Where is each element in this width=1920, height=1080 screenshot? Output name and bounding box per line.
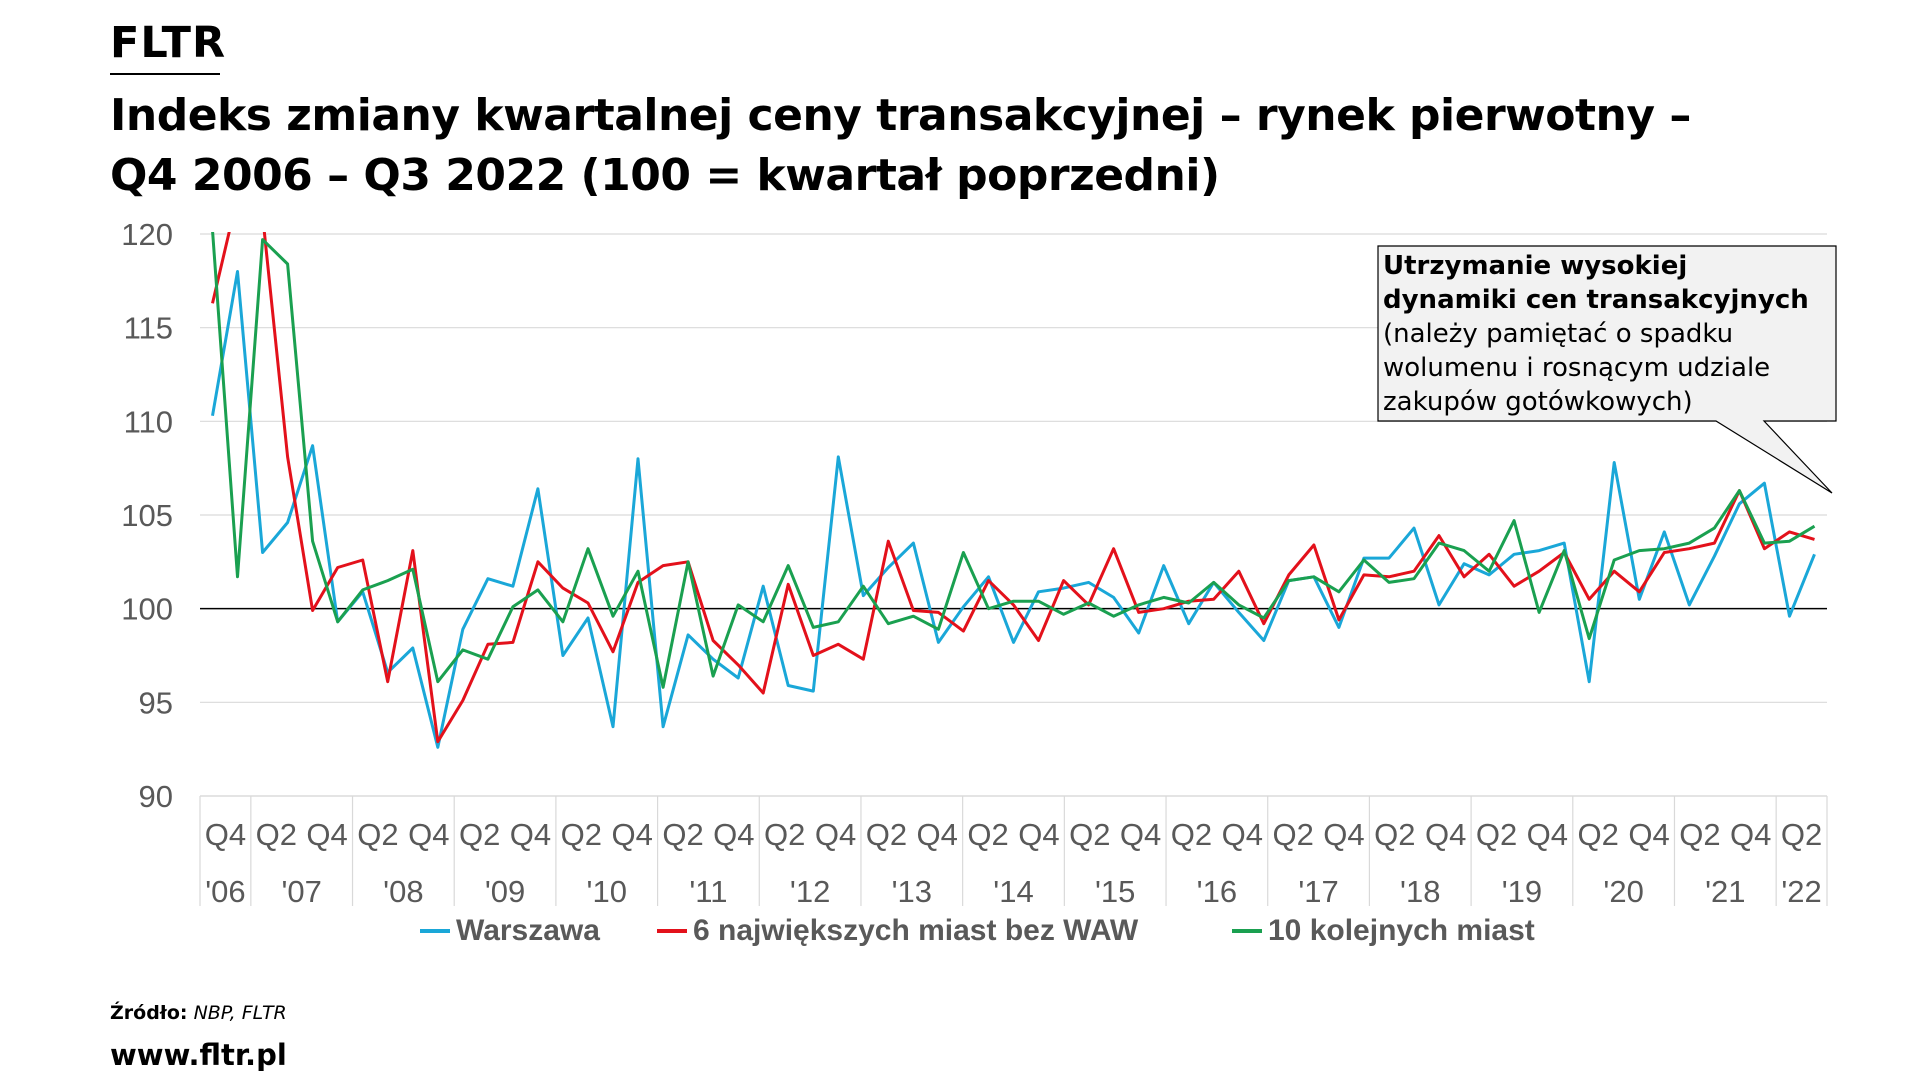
x-year-label: '15 — [1095, 874, 1135, 909]
legend-item-warszawa: Warszawa — [420, 914, 600, 948]
callout-line4: wolumenu i rosnącym udziale — [1383, 353, 1771, 383]
x-quarter-label: Q2 — [1374, 817, 1415, 852]
x-quarter-label: Q2 — [866, 817, 907, 852]
x-quarter-label: Q4 — [1222, 817, 1263, 852]
callout-text: Utrzymanie wysokiej dynamiki cen transak… — [1383, 249, 1823, 419]
x-year-label: '22 — [1781, 874, 1821, 909]
x-quarter-label: Q2 — [662, 817, 703, 852]
y-tick-label: 100 — [121, 592, 173, 627]
x-quarter-label: Q2 — [1476, 817, 1517, 852]
callout-line5: zakupów gotówkowych) — [1383, 387, 1693, 417]
x-year-label: '11 — [689, 874, 727, 909]
x-quarter-label: Q4 — [1730, 817, 1771, 852]
legend-swatch-warszawa — [420, 929, 450, 933]
callout-bold-line2: dynamiki cen transakcyjnych — [1383, 285, 1809, 315]
brand-underline — [110, 73, 220, 75]
legend-item-10-miast: 10 kolejnych miast — [1232, 914, 1535, 948]
x-quarter-label: Q2 — [256, 817, 297, 852]
x-year-label: '08 — [383, 874, 423, 909]
x-quarter-label: Q4 — [306, 817, 347, 852]
series-line-1 — [211, 232, 1815, 744]
legend-swatch-10-miast — [1232, 929, 1262, 933]
source-note: Źródło: NBP, FLTR — [110, 1002, 287, 1024]
x-quarter-label: Q2 — [1171, 817, 1212, 852]
x-quarter-label: Q4 — [917, 817, 958, 852]
legend-label-10-miast: 10 kolejnych miast — [1268, 914, 1535, 947]
x-quarter-label: Q2 — [1679, 817, 1720, 852]
y-tick-label: 105 — [121, 498, 173, 533]
legend-label-warszawa: Warszawa — [456, 914, 600, 947]
y-tick-label: 95 — [139, 685, 173, 720]
x-quarter-label: Q4 — [408, 817, 449, 852]
callout-bold-line1: Utrzymanie wysokiej — [1383, 251, 1688, 281]
x-quarter-label: Q4 — [611, 817, 652, 852]
source-value: NBP, FLTR — [193, 1002, 287, 1024]
legend-swatch-6-miast — [657, 929, 687, 933]
x-quarter-label: Q4 — [510, 817, 551, 852]
x-year-label: '12 — [790, 874, 830, 909]
x-quarter-label: Q2 — [561, 817, 602, 852]
x-year-label: '18 — [1400, 874, 1440, 909]
y-tick-label: 120 — [121, 217, 173, 252]
x-year-label: '14 — [993, 874, 1033, 909]
x-quarter-label: Q4 — [205, 817, 246, 852]
x-year-label: '06 — [205, 874, 245, 909]
x-quarter-label: Q4 — [1120, 817, 1161, 852]
x-year-label: '07 — [281, 874, 321, 909]
x-quarter-label: Q2 — [1578, 817, 1619, 852]
chart-title-line2: Q4 2006 – Q3 2022 (100 = kwartał poprzed… — [110, 150, 1220, 201]
y-tick-label: 110 — [124, 404, 173, 439]
series-line-0 — [211, 270, 1816, 749]
x-year-label: '09 — [485, 874, 525, 909]
source-label: Źródło: — [110, 1002, 188, 1024]
x-quarter-label: Q2 — [357, 817, 398, 852]
x-quarter-label: Q2 — [764, 817, 805, 852]
x-quarter-label: Q4 — [1323, 817, 1364, 852]
x-quarter-label: Q2 — [1272, 817, 1313, 852]
x-year-label: '16 — [1197, 874, 1237, 909]
x-quarter-label: Q4 — [815, 817, 856, 852]
x-year-label: '20 — [1603, 874, 1643, 909]
x-quarter-label: Q4 — [1018, 817, 1059, 852]
x-quarter-label: Q2 — [967, 817, 1008, 852]
callout-line3: (należy pamiętać o spadku — [1383, 319, 1734, 349]
x-quarter-label: Q4 — [1628, 817, 1669, 852]
legend-label-6-miast: 6 największych miast bez WAW — [693, 914, 1139, 947]
chart-title: Indeks zmiany kwartalnej ceny transakcyj… — [110, 86, 1810, 206]
x-year-label: '19 — [1502, 874, 1542, 909]
x-year-label: '21 — [1705, 874, 1745, 909]
x-quarter-label: Q2 — [1069, 817, 1110, 852]
x-quarter-label: Q4 — [713, 817, 754, 852]
y-tick-label: 115 — [124, 311, 173, 346]
series-line-2 — [211, 232, 1816, 689]
x-year-label: '17 — [1298, 874, 1338, 909]
x-quarter-label: Q2 — [459, 817, 500, 852]
website-url: www.fltr.pl — [110, 1038, 287, 1072]
chart-title-line1: Indeks zmiany kwartalnej ceny transakcyj… — [110, 90, 1691, 141]
x-quarter-label: Q4 — [1425, 817, 1466, 852]
x-quarter-label: Q2 — [1781, 817, 1822, 852]
y-tick-label: 90 — [139, 779, 173, 814]
legend-item-6-miast: 6 największych miast bez WAW — [657, 914, 1138, 948]
brand-logo: FLTR — [110, 18, 227, 68]
x-year-label: '10 — [587, 874, 627, 909]
x-quarter-label: Q4 — [1527, 817, 1568, 852]
callout-box — [1377, 245, 1837, 494]
x-year-label: '13 — [892, 874, 932, 909]
